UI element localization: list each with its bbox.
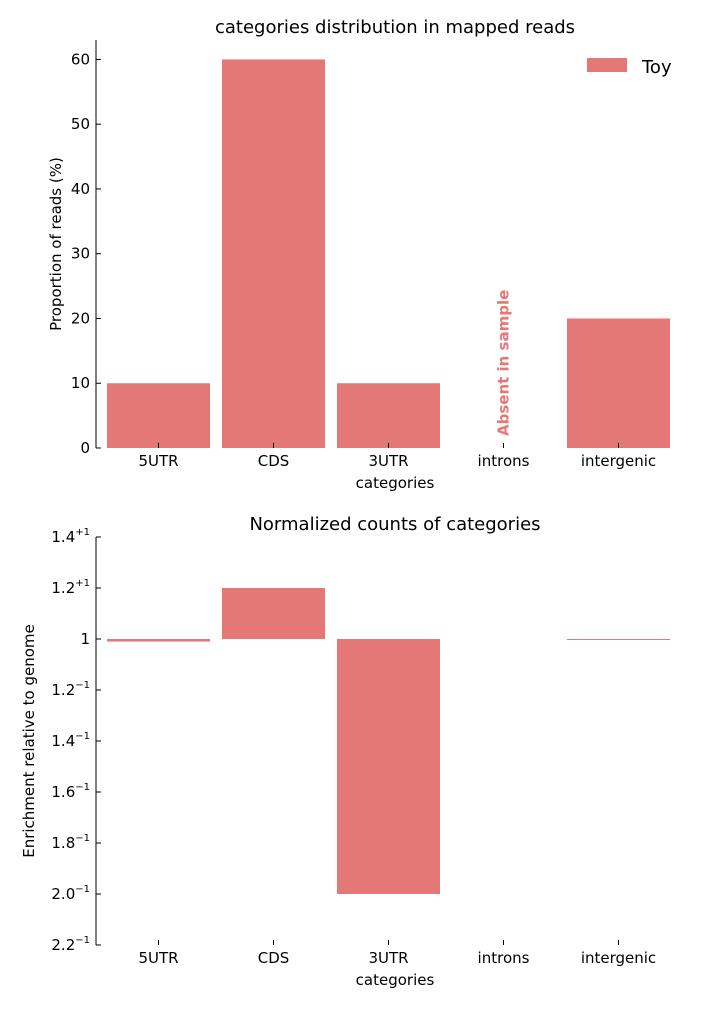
chart1-y-tick-label: 20 (71, 309, 90, 327)
chart1-y-tick-label: 30 (71, 245, 90, 263)
chart1-y-tick-label: 60 (71, 50, 90, 68)
chart2-y-tick-label: 1.6−1 (51, 782, 90, 801)
chart1-title: categories distribution in mapped reads (215, 17, 575, 38)
chart1-ylabel: Proportion of reads (%) (47, 157, 65, 331)
chart1-y-tick-label: 10 (71, 374, 90, 392)
bar-5utr (107, 383, 210, 448)
bar-cds (222, 588, 325, 639)
chart1-y-ticks: 0 10 20 30 40 50 60 (71, 50, 101, 457)
legend-label: Toy (641, 57, 672, 78)
chart1-x-tick-label: CDS (258, 452, 290, 470)
chart2-bars (107, 588, 670, 894)
chart2-y-tick-label: 2.2−1 (51, 935, 90, 954)
legend-swatch (587, 58, 627, 72)
chart1-y-tick-label: 40 (71, 180, 90, 198)
chart1-bars (107, 59, 670, 449)
bar-intergenic (567, 639, 670, 640)
bar-intergenic (567, 318, 670, 448)
chart1-y-tick-label: 50 (71, 115, 90, 133)
chart2-y-tick-label: 1 (80, 630, 90, 648)
chart-normalized-counts: Normalized counts of categories Enrichme… (20, 514, 670, 989)
chart1-x-ticks: 5UTR CDS 3UTR introns intergenic (138, 443, 656, 470)
absent-annotation: Absent in sample (495, 290, 513, 436)
chart2-y-tick-label: 1.4+1 (51, 527, 90, 546)
bar-3utr (337, 383, 440, 448)
chart2-xlabel: categories (356, 971, 435, 989)
chart1-x-tick-label: intergenic (581, 452, 656, 470)
chart2-x-tick-label: 5UTR (138, 949, 178, 967)
bar-3utr (337, 639, 440, 894)
chart2-title: Normalized counts of categories (249, 514, 540, 535)
chart2-y-ticks: 1.4+1 1.2+1 1 1.2−1 1.4−1 1.6−1 1.8−1 2.0−1 2.2−… (51, 527, 101, 954)
chart2-y-tick-label: 1.4−1 (51, 731, 90, 750)
chart2-x-ticks: 5UTR CDS 3UTR introns intergenic (138, 940, 656, 967)
chart1-y-tick-label: 0 (80, 439, 90, 457)
chart1-x-tick-label: 5UTR (138, 452, 178, 470)
chart2-x-tick-label: intergenic (581, 949, 656, 967)
bar-5utr (107, 639, 210, 642)
chart2-x-tick-label: introns (478, 949, 530, 967)
chart2-ylabel: Enrichment relative to genome (20, 624, 38, 858)
chart2-x-tick-label: 3UTR (368, 949, 408, 967)
chart2-y-tick-label: 1.2+1 (51, 578, 90, 597)
chart2-y-tick-label: 2.0−1 (51, 884, 90, 903)
chart2-y-tick-label: 1.2−1 (51, 680, 90, 699)
chart2-y-tick-label: 1.8−1 (51, 833, 90, 852)
chart1-legend: Toy (587, 57, 672, 78)
chart-category-distribution: categories distribution in mapped reads … (47, 17, 672, 492)
chart1-xlabel: categories (356, 474, 435, 492)
bar-cds (222, 59, 325, 449)
chart1-x-tick-label: 3UTR (368, 452, 408, 470)
chart2-x-tick-label: CDS (258, 949, 290, 967)
chart1-x-tick-label: introns (478, 452, 530, 470)
